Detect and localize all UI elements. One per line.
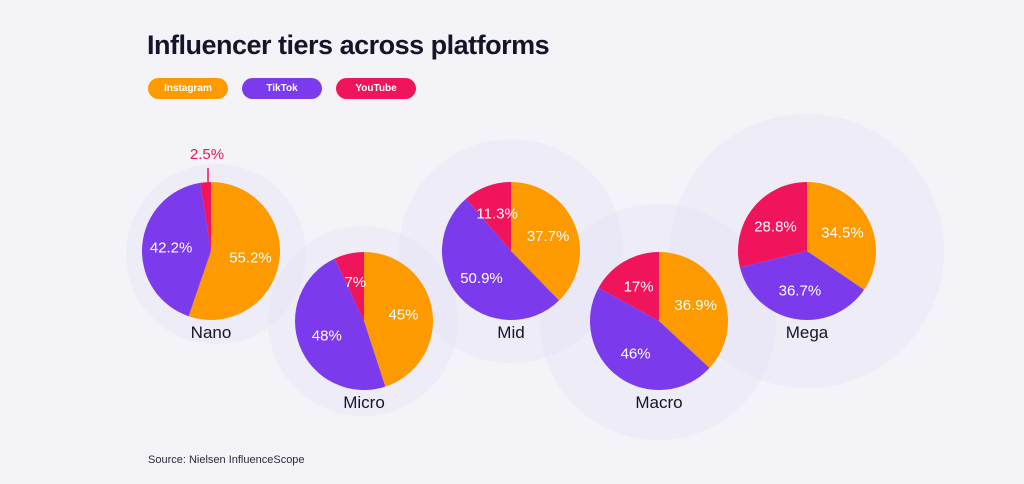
slice-micro-youtube [334,252,364,321]
legend: Instagram TikTok YouTube [148,78,416,99]
legend-label-youtube: YouTube [355,83,397,94]
slice-mega-youtube [738,182,807,268]
tier-label-macro: Macro [635,393,682,412]
tier-label-mid: Mid [497,323,524,342]
slice-micro-instagram [364,252,433,387]
value-label-micro-youtube: 7% [344,274,366,291]
value-label-nano-tiktok: 42.2% [150,240,193,257]
slice-macro-instagram [659,252,728,369]
slice-mid-youtube [465,182,511,251]
value-label-macro-tiktok: 46% [621,345,651,362]
slice-mega-instagram [807,182,876,290]
value-label-mid-youtube: 11.3% [476,206,517,223]
slice-mega-tiktok [739,251,865,321]
legend-item-youtube: YouTube [336,78,416,99]
value-label-mega-tiktok: 36.7% [779,282,822,299]
legend-label-tiktok: TikTok [266,83,298,94]
tier-label-micro: Micro [343,393,385,412]
source-note: Source: Nielsen InfluenceScope [148,454,305,466]
slice-nano-tiktok [142,182,211,317]
value-label-nano-instagram: 55.2% [229,250,272,267]
legend-label-instagram: Instagram [164,83,212,94]
slice-micro-tiktok [294,258,386,391]
slice-macro-tiktok [590,287,710,391]
value-label-mega-youtube: 28.8% [754,218,797,235]
legend-item-instagram: Instagram [148,78,228,99]
value-label-mega-instagram: 34.5% [821,224,864,241]
slice-mid-instagram [511,182,581,301]
legend-item-tiktok: TikTok [242,78,322,99]
slice-mid-tiktok [442,198,560,320]
value-label-nano-youtube: 2.5% [190,146,224,163]
slice-nano-instagram [188,182,281,320]
value-label-macro-youtube: 17% [624,279,654,296]
slice-nano-youtube [200,182,211,251]
value-label-mid-instagram: 37.7% [527,228,570,245]
value-label-mid-tiktok: 50.9% [460,270,503,287]
value-label-macro-instagram: 36.9% [674,297,717,314]
tier-label-nano: Nano [191,323,232,342]
slice-macro-youtube [598,252,659,321]
chart-title: Influencer tiers across platforms [147,30,550,60]
tier-label-mega: Mega [786,323,829,342]
value-label-micro-tiktok: 48% [312,328,342,345]
value-label-micro-instagram: 45% [388,307,418,324]
